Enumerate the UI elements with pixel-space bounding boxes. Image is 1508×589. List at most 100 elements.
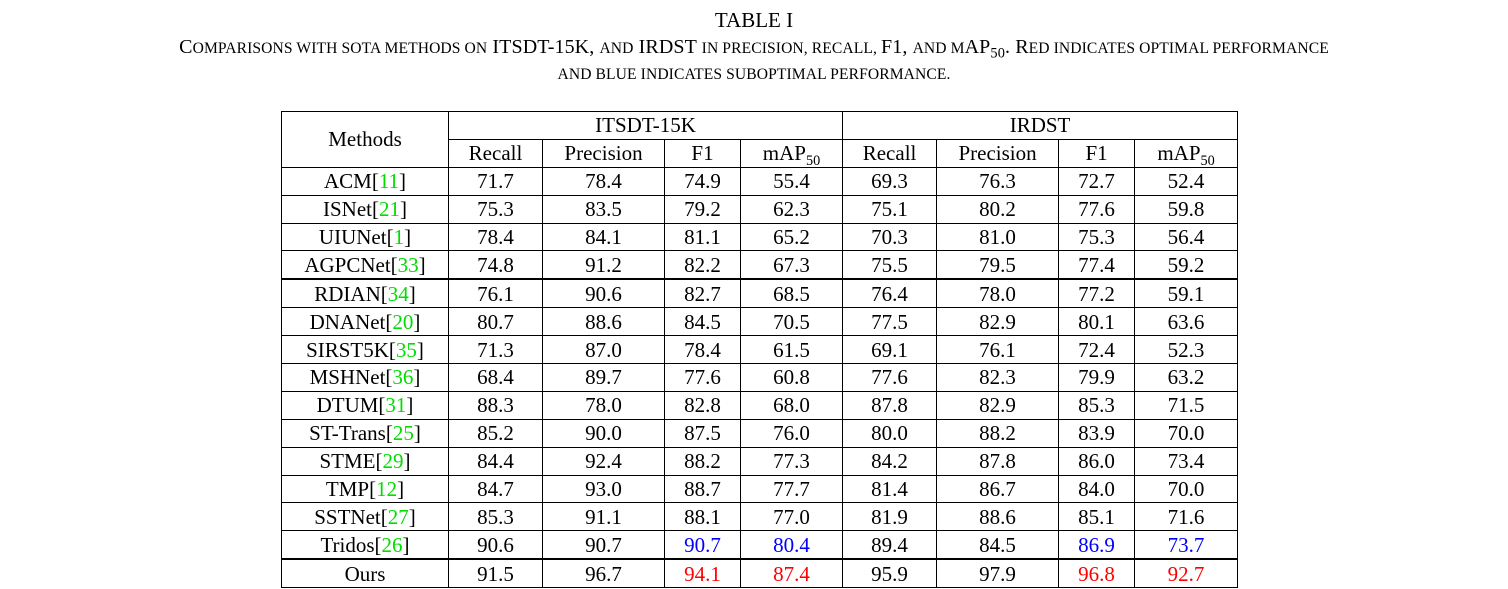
metric-cell: 63.6 xyxy=(1134,307,1239,336)
metric-cell: 91.5 xyxy=(448,558,543,588)
citation-link[interactable]: 1 xyxy=(393,225,405,249)
metric-cell: 85.2 xyxy=(448,418,543,448)
metric-cell: 87.8 xyxy=(842,390,938,420)
metric-cell: 59.2 xyxy=(1134,250,1239,280)
metric-cell: 90.7 xyxy=(542,530,665,560)
method-name: DNANet[20] xyxy=(281,307,449,336)
citation-link[interactable]: 33 xyxy=(397,252,419,277)
metric-cell: 75.3 xyxy=(1058,222,1136,251)
citation-link[interactable]: 11 xyxy=(378,169,400,194)
method-label: STME xyxy=(319,449,376,474)
reference-bracket: ] xyxy=(408,504,416,529)
caption-subscript: 50 xyxy=(990,45,1005,62)
table-row: SSTNet[27] 85.3 91.1 88.1 77.0 81.9 88.6 85.1 71… xyxy=(281,502,1239,531)
citation-link[interactable]: 29 xyxy=(382,449,404,474)
table-row: AGPCNet[33] 74.8 91.2 82.2 67.3 75.5 79.5 77.4 5… xyxy=(281,250,1239,280)
column-header: Recall xyxy=(448,139,543,168)
reference-bracket: ] xyxy=(403,449,411,474)
methods-header: Methods xyxy=(281,111,449,168)
metric-cell: 83.5 xyxy=(542,194,665,224)
table-row: UIUNet[1] 78.4 84.1 81.1 65.2 70.3 81.0 75.3 56.… xyxy=(281,222,1239,251)
metric-cell: 65.2 xyxy=(739,222,844,251)
comparison-table: Methods ITSDT-15K IRDST Recall Precision… xyxy=(281,111,1239,589)
metric-cell: 82.7 xyxy=(664,278,741,308)
metric-cell: 88.6 xyxy=(542,307,665,336)
metric-cell: 79.9 xyxy=(1058,363,1136,392)
citation-link[interactable]: 35 xyxy=(395,337,417,362)
reference-bracket: ] xyxy=(397,477,405,502)
metric-cell: 62.3 xyxy=(739,194,844,224)
caption-text: ed indicates optimal performance xyxy=(1028,40,1329,57)
reference-bracket: [ xyxy=(380,504,388,529)
method-name: TMP[12] xyxy=(281,474,449,503)
metric-cell: 73.4 xyxy=(1134,446,1239,476)
citation-link[interactable]: 26 xyxy=(381,532,403,557)
citation-link[interactable]: 31 xyxy=(385,393,407,418)
metric-cell: 97.9 xyxy=(936,558,1060,588)
metric-cell: 85.1 xyxy=(1058,502,1136,531)
metric-cell: 85.3 xyxy=(1058,390,1136,420)
metric-cell: 52.3 xyxy=(1134,335,1239,364)
metric-cell: 88.2 xyxy=(936,418,1060,448)
citation-link[interactable]: 27 xyxy=(387,504,409,529)
metric-cell: 63.2 xyxy=(1134,363,1239,392)
metric-cell: 90.0 xyxy=(542,418,665,448)
column-header-text: mAP xyxy=(1157,141,1201,166)
method-name: AGPCNet[33] xyxy=(281,250,449,280)
metric-cell: 73.7 xyxy=(1134,530,1239,560)
metric-cell: 71.7 xyxy=(448,166,543,196)
citation-link[interactable]: 25 xyxy=(392,421,414,446)
table-row: MSHNet[36] 68.4 89.7 77.6 60.8 77.6 82.3 79.9 63… xyxy=(281,363,1239,392)
reference-bracket: ] xyxy=(402,532,410,557)
metric-cell: 80.2 xyxy=(936,194,1060,224)
method-label: ISNet xyxy=(323,197,372,222)
metric-cell: 75.5 xyxy=(842,250,938,280)
metric-cell: 77.6 xyxy=(1058,194,1136,224)
method-label: Ours xyxy=(344,561,386,586)
caption-text: and m xyxy=(912,40,965,57)
table-caption-line-1: Comparisons with sota methods on ITSDT-1… xyxy=(0,36,1508,62)
column-header: F1 xyxy=(664,139,741,168)
metric-cell: 84.1 xyxy=(542,222,665,251)
metric-cell: 60.8 xyxy=(739,363,844,392)
metric-cell: 55.4 xyxy=(739,166,844,196)
metric-cell: 90.6 xyxy=(448,530,543,560)
citation-link[interactable]: 12 xyxy=(376,477,398,502)
header-group-row: Methods ITSDT-15K IRDST xyxy=(281,111,1239,168)
column-header-subscript: 50 xyxy=(1200,153,1215,170)
metric-cell: 69.1 xyxy=(842,335,938,364)
citation-link[interactable]: 36 xyxy=(392,365,414,390)
metric-cell: 70.0 xyxy=(1134,418,1239,448)
method-name: ISNet[21] xyxy=(281,194,449,224)
group-header-irdst: IRDST xyxy=(842,111,1239,140)
metric-cell: 70.0 xyxy=(1134,474,1239,503)
metric-cell: 74.9 xyxy=(664,166,741,196)
metric-cell: 92.4 xyxy=(542,446,665,476)
method-label: DNANet xyxy=(309,309,386,334)
metric-cell: 91.1 xyxy=(542,502,665,531)
metric-cell: 92.7 xyxy=(1134,558,1239,588)
metric-cell: 88.2 xyxy=(664,446,741,476)
method-name: ST-Trans[25] xyxy=(281,418,449,448)
method-label: TMP xyxy=(325,477,370,502)
method-name: MSHNet[36] xyxy=(281,363,449,392)
table-row: STME[29] 84.4 92.4 88.2 77.3 84.2 87.8 86.0 73.4 xyxy=(281,446,1239,476)
metric-cell: 78.4 xyxy=(542,166,665,196)
reference-bracket: ] xyxy=(400,197,407,222)
metric-cell: 77.3 xyxy=(739,446,844,476)
table-row: ST-Trans[25] 85.2 90.0 87.5 76.0 80.0 88.2 83.9… xyxy=(281,418,1239,448)
reference-bracket: [ xyxy=(378,393,386,418)
metric-cell: 68.0 xyxy=(739,390,844,420)
table-label-text: TABLE I xyxy=(714,8,794,32)
citation-link[interactable]: 34 xyxy=(387,281,409,306)
citation-link[interactable]: 21 xyxy=(379,197,400,222)
column-header: mAP50 xyxy=(1134,139,1239,170)
metric-cell: 81.1 xyxy=(664,222,741,251)
metric-cell: 88.6 xyxy=(936,502,1060,531)
method-label: UIUNet xyxy=(318,225,387,249)
method-label: DTUM xyxy=(316,393,379,418)
citation-link[interactable]: 20 xyxy=(392,309,414,334)
metric-cell: 80.7 xyxy=(448,307,543,336)
metric-cell: 79.2 xyxy=(664,194,741,224)
metric-cell: 91.2 xyxy=(542,250,665,280)
